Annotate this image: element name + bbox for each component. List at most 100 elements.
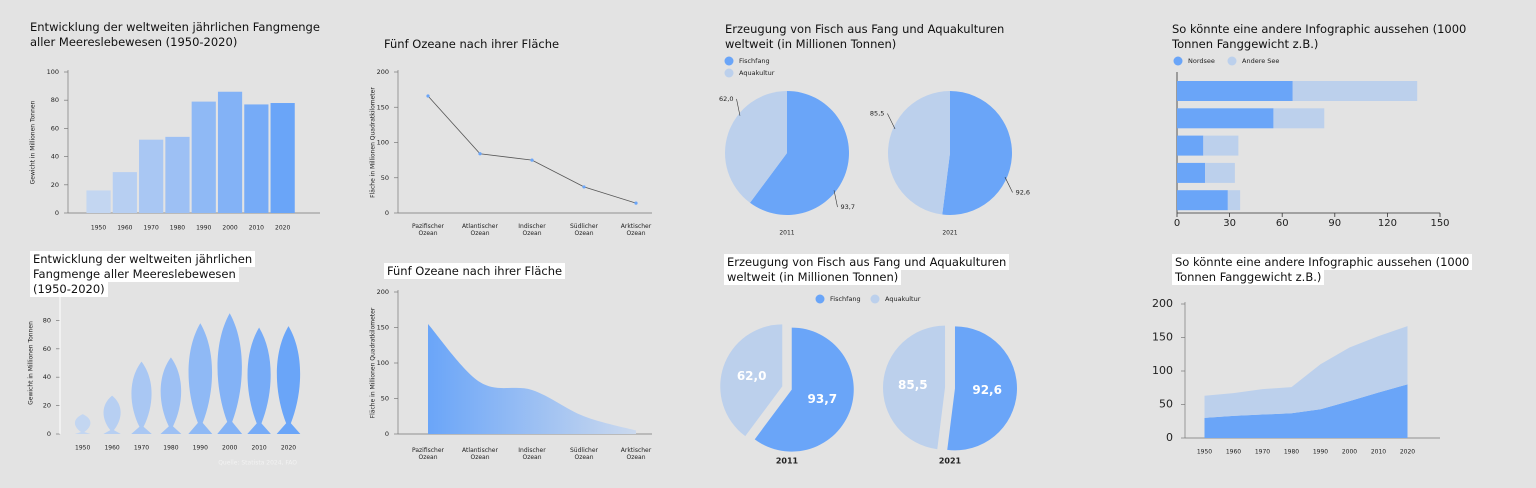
y-tick-label: 0 [385, 430, 389, 438]
value-label: 85,5 [870, 110, 884, 118]
chart-title: Fünf Ozeane nach ihrer Fläche [384, 37, 674, 52]
legend-label: Fischfang [739, 57, 770, 65]
legend-label: Andere See [1242, 57, 1279, 65]
pie-slice [947, 326, 1017, 451]
y-tick-label: 60 [43, 345, 51, 353]
x-tick-label: 150 [1430, 218, 1449, 229]
value-label: 92,6 [1016, 188, 1030, 196]
y-tick-label: 0 [47, 430, 51, 438]
bar-segment [1203, 135, 1239, 156]
bar-segment [1177, 190, 1228, 211]
title-text: So könnte eine andere Infographic ausseh… [1172, 22, 1467, 51]
x-tick-label: 1970 [134, 445, 149, 452]
y-tick-label: 80 [43, 316, 51, 324]
chart-title: Fünf Ozeane nach ihrer Fläche [384, 263, 584, 279]
bar [165, 136, 190, 213]
y-tick-label: 150 [1152, 331, 1173, 344]
pie-slice [720, 324, 783, 437]
y-tick-label: 50 [381, 174, 389, 182]
title-text: Fünf Ozeane nach ihrer Fläche [384, 263, 566, 279]
chart-title: Entwicklung der weltweiten jährlichen Fa… [30, 20, 320, 50]
pie-slice [754, 327, 854, 452]
legend-label: Aquakultur [739, 69, 775, 77]
point [426, 94, 430, 98]
x-tick-label: 2000 [1342, 449, 1357, 456]
legend-swatch [815, 294, 825, 304]
value-label: 85,5 [898, 378, 928, 392]
fish [74, 414, 91, 434]
leader-line [736, 98, 741, 116]
y-tick-label: 200 [377, 68, 389, 76]
x-tick-label: Indischer Ozean [518, 223, 546, 237]
y-tick-label: 20 [51, 181, 59, 189]
x-tick-label: 2010 [251, 445, 266, 452]
x-tick-label: 2020 [1400, 449, 1415, 456]
x-tick-label: Arktischer Ozean [621, 447, 652, 461]
title-text: Entwicklung der weltweiten jährlichen Fa… [30, 20, 320, 49]
bar [112, 172, 137, 213]
y-tick-label: 80 [51, 96, 59, 104]
area [428, 323, 636, 434]
bar-segment [1177, 135, 1204, 156]
x-tick-label: 1960 [104, 445, 119, 452]
source-note: Quelle: Statista 2024, FAO [218, 460, 297, 467]
legend-swatch [1227, 56, 1237, 66]
x-tick-label: Arktischer Ozean [621, 223, 652, 237]
value-label: 62,0 [719, 95, 733, 103]
chart-title: Entwicklung der weltweiten jährlichen Fa… [30, 251, 270, 297]
x-tick-label: 60 [1276, 218, 1289, 229]
y-tick-label: 40 [51, 153, 59, 161]
legend-label: Nordsee [1188, 57, 1215, 65]
y-tick-label: 50 [1159, 398, 1173, 411]
x-tick-label: 2010 [249, 225, 264, 232]
x-tick-label: 1970 [144, 225, 159, 232]
y-tick-label: 40 [43, 373, 51, 381]
fish [131, 361, 152, 434]
bar-segment [1273, 108, 1325, 129]
fish [217, 313, 243, 434]
point [634, 201, 638, 205]
value-label: 62,0 [737, 369, 767, 383]
bar-segment [1205, 162, 1235, 183]
x-tick-label: Atlantischer Ozean [462, 447, 498, 461]
x-tick-label: 2000 [222, 225, 237, 232]
y-tick-label: 100 [1152, 364, 1173, 377]
point [530, 158, 534, 162]
bar-segment [1292, 81, 1418, 101]
legend-swatch [724, 56, 734, 66]
y-tick-label: 100 [377, 139, 389, 147]
fish [160, 357, 182, 434]
y-tick-label: 100 [377, 359, 389, 367]
bar [244, 104, 269, 213]
y-tick-label: 20 [43, 402, 51, 410]
pie-label: 2021 [942, 230, 957, 237]
y-tick-label: 150 [377, 324, 389, 332]
legend-label: Fischfang [830, 295, 861, 303]
bar [217, 91, 243, 213]
title-text: Erzeugung von Fisch aus Fang und Aquakul… [725, 22, 1005, 51]
x-tick-label: 1950 [1197, 449, 1212, 456]
point [582, 185, 586, 189]
x-tick-label: Atlantischer Ozean [462, 223, 498, 237]
legend-swatch [724, 68, 734, 78]
y-tick-label: 0 [55, 209, 59, 217]
pie-label: 2021 [939, 457, 962, 466]
area [1204, 326, 1408, 418]
y-tick-label: 200 [377, 288, 389, 296]
x-tick-label: 2010 [1371, 449, 1386, 456]
bar [139, 139, 164, 213]
y-tick-label: 150 [377, 103, 389, 111]
chart-title: So könnte eine andere Infographic ausseh… [1172, 22, 1472, 52]
x-tick-label: 2000 [222, 445, 237, 452]
bar [86, 190, 111, 213]
legend-label: Aquakultur [885, 295, 921, 303]
chart-title: Erzeugung von Fisch aus Fang und Aquakul… [725, 22, 1025, 52]
fish [247, 327, 271, 434]
leader-line [833, 190, 838, 208]
chart-title: Erzeugung von Fisch aus Fang und Aquakul… [724, 254, 1024, 285]
x-tick-label: Pazifischer Ozean [412, 223, 445, 237]
bar-segment [1177, 108, 1274, 129]
x-tick-label: 0 [1174, 218, 1180, 229]
legend-swatch [870, 294, 880, 304]
